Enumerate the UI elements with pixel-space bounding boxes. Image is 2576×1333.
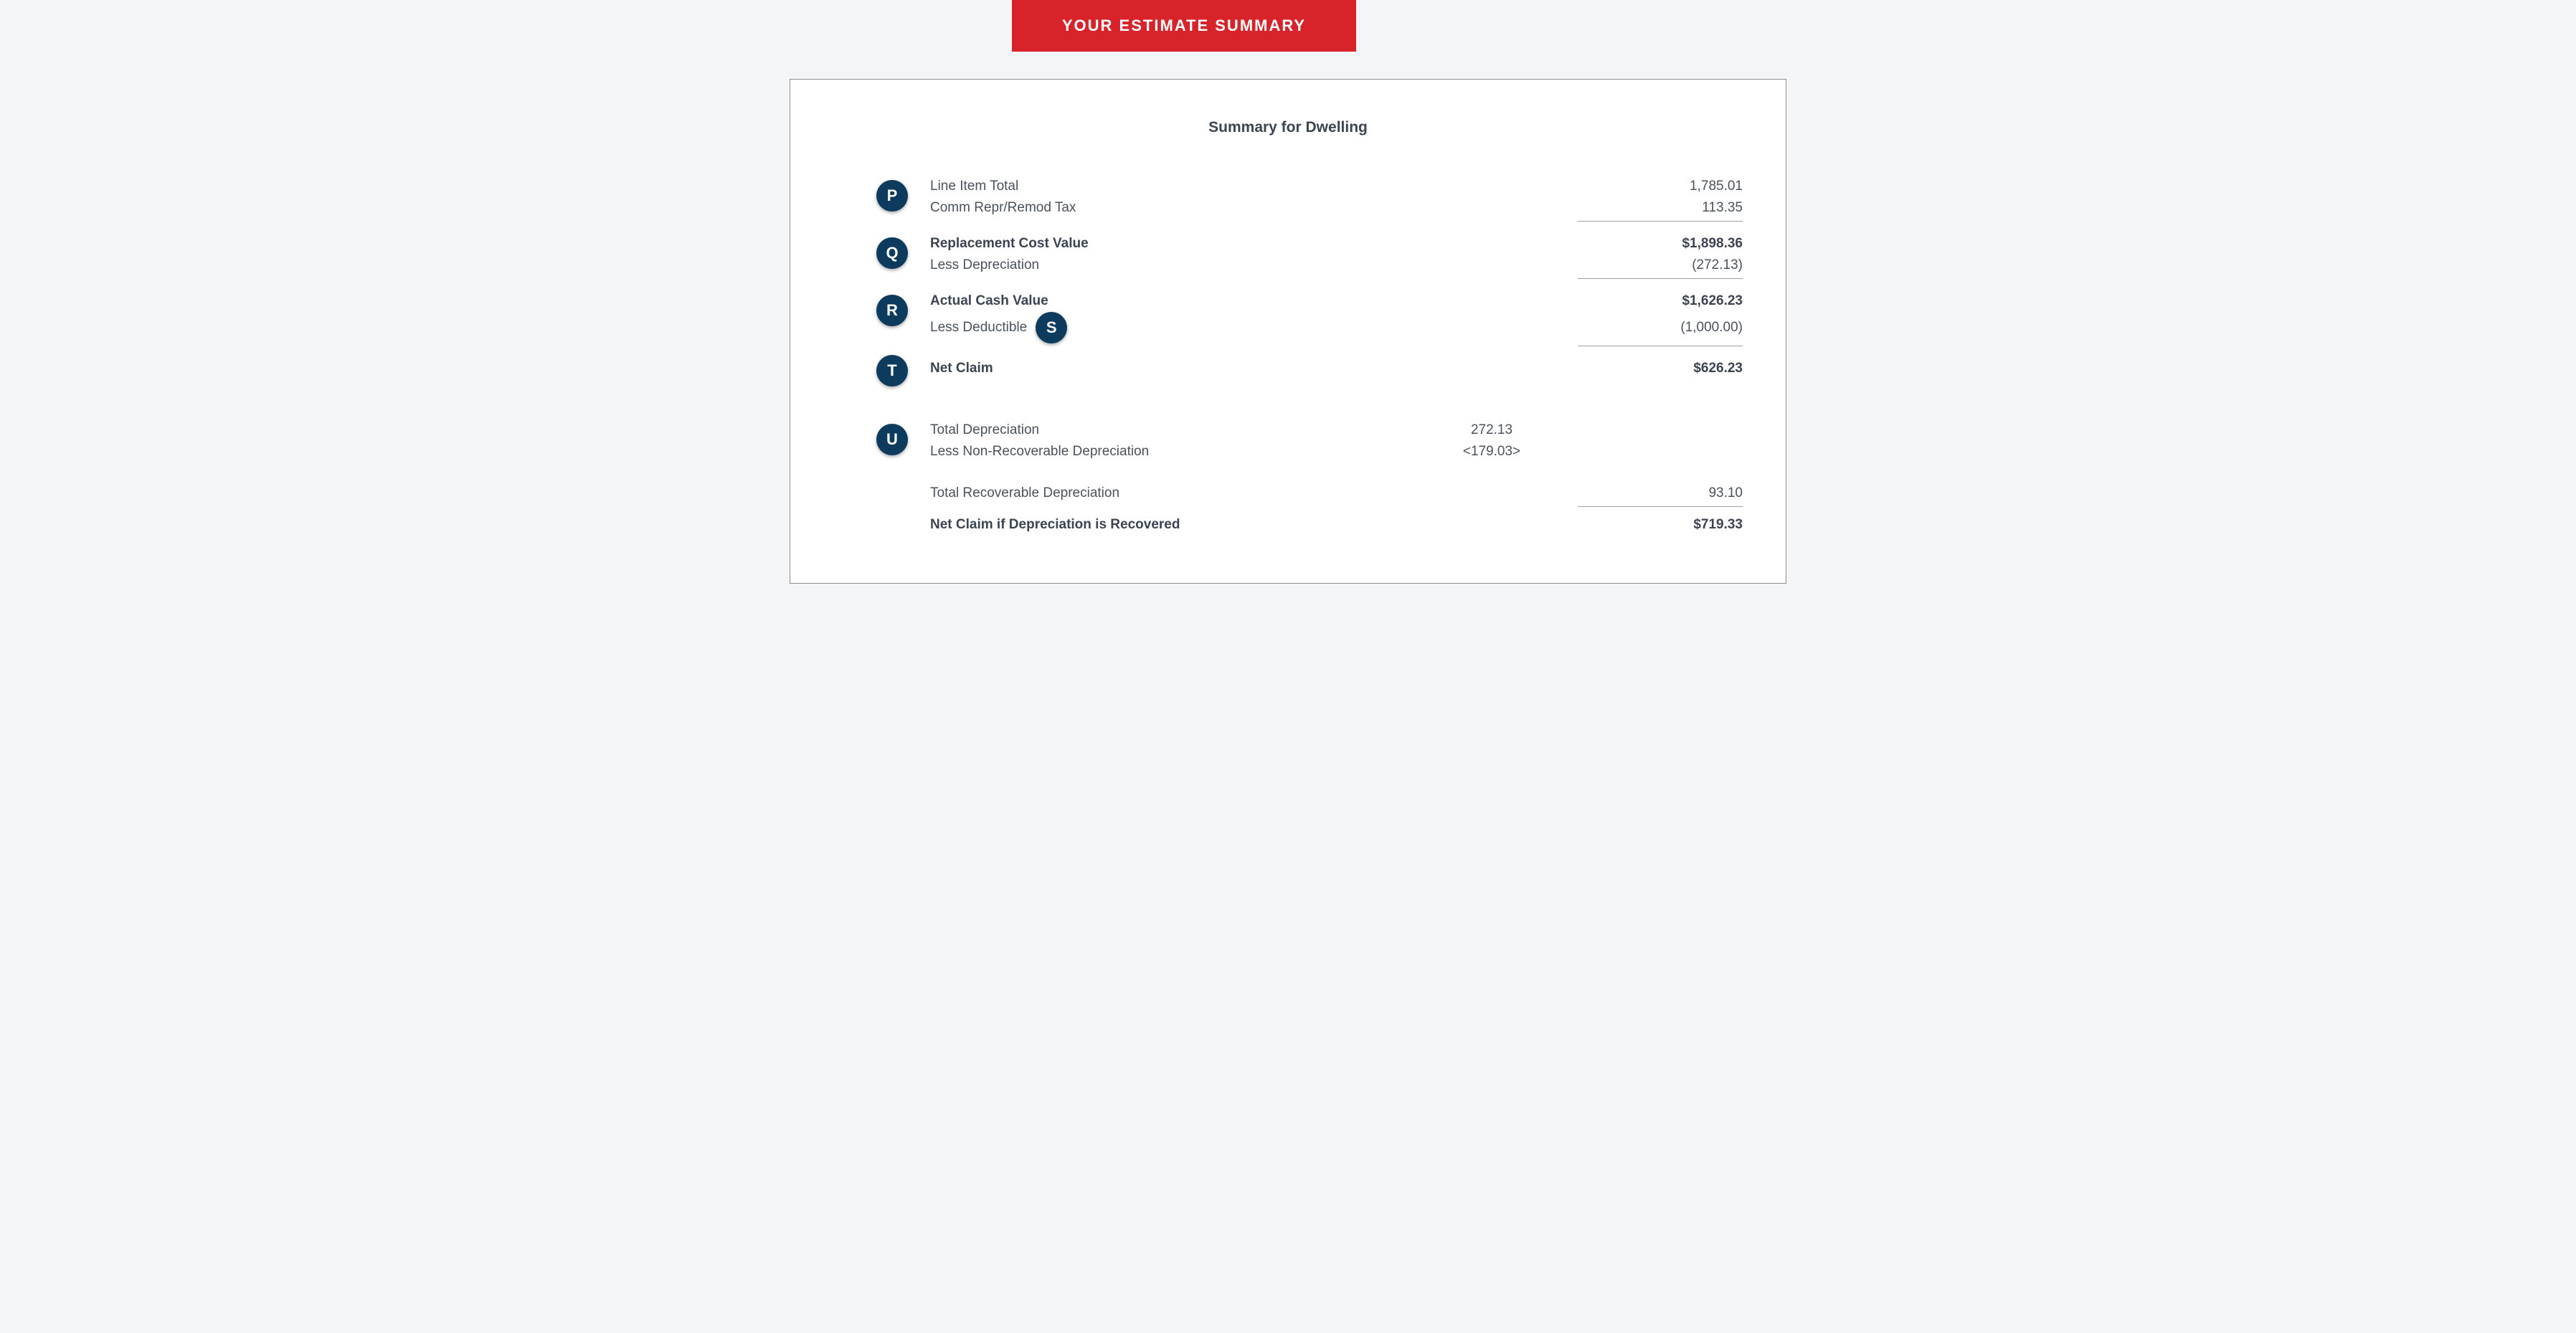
- group-t: T Net Claim $626.23: [833, 358, 1743, 379]
- label-line-item-total: Line Item Total: [930, 179, 1578, 194]
- estimate-summary-banner: YOUR ESTIMATE SUMMARY: [1012, 0, 1356, 52]
- rule: [1578, 221, 1743, 222]
- group-r: R Actual Cash Value $1,626.23 Less Deduc…: [833, 290, 1743, 354]
- value-less-non-recoverable: <179.03>: [1463, 444, 1520, 459]
- label-total-recoverable: Total Recoverable Depreciation: [930, 485, 1578, 501]
- value-less-depreciation: (272.13): [1692, 257, 1743, 272]
- label-net-claim-recovered: Net Claim if Depreciation is Recovered: [930, 517, 1578, 533]
- rule: [1578, 506, 1743, 507]
- row-line-item-total: P Line Item Total 1,785.01: [833, 176, 1743, 197]
- row-net-claim: T Net Claim $626.23: [833, 358, 1743, 379]
- value-net-claim: $626.23: [1693, 361, 1743, 376]
- summary-panel: Summary for Dwelling P Line Item Total 1…: [790, 79, 1786, 584]
- panel-title: Summary for Dwelling: [833, 119, 1743, 136]
- label-less-deductible-text: Less Deductible: [930, 320, 1027, 336]
- rule: [1578, 278, 1743, 279]
- label-replacement-cost: Replacement Cost Value: [930, 236, 1578, 252]
- value-total-recoverable: 93.10: [1708, 485, 1743, 501]
- value-replacement-cost: $1,898.36: [1682, 236, 1743, 251]
- page: YOUR ESTIMATE SUMMARY Summary for Dwelli…: [757, 0, 1819, 548]
- label-actual-cash-value: Actual Cash Value: [930, 293, 1578, 309]
- value-comm-tax: 113.35: [1702, 200, 1743, 215]
- row-less-non-recoverable: Less Non-Recoverable Depreciation <179.0…: [833, 441, 1743, 462]
- row-net-claim-recovered: Net Claim if Depreciation is Recovered $…: [833, 514, 1743, 536]
- group-p: P Line Item Total 1,785.01 Comm Repr/Rem…: [833, 176, 1743, 229]
- row-replacement-cost: Q Replacement Cost Value $1,898.36: [833, 233, 1743, 255]
- row-total-recoverable: Total Recoverable Depreciation 93.10: [833, 483, 1743, 504]
- label-less-deductible: Less Deductible S: [930, 312, 1578, 343]
- row-total-depreciation: U Total Depreciation 272.13: [833, 419, 1743, 441]
- badge-t: T: [876, 355, 908, 386]
- value-actual-cash-value: $1,626.23: [1682, 293, 1743, 308]
- group-u: U Total Depreciation 272.13 Less Non-Rec…: [833, 419, 1743, 462]
- row-less-depreciation: Less Depreciation (272.13): [833, 255, 1743, 276]
- row-comm-tax: Comm Repr/Remod Tax 113.35: [833, 197, 1743, 219]
- label-less-depreciation: Less Depreciation: [930, 257, 1578, 273]
- label-net-claim: Net Claim: [930, 361, 1578, 376]
- badge-s: S: [1036, 312, 1067, 343]
- row-less-deductible: Less Deductible S (1,000.00): [833, 312, 1743, 343]
- group-recoverable: Total Recoverable Depreciation 93.10 Net…: [833, 483, 1743, 536]
- value-line-item-total: 1,785.01: [1690, 179, 1743, 194]
- value-less-deductible: (1,000.00): [1680, 320, 1743, 335]
- value-total-depreciation: 272.13: [1471, 422, 1512, 437]
- label-comm-tax: Comm Repr/Remod Tax: [930, 200, 1578, 216]
- group-q: Q Replacement Cost Value $1,898.36 Less …: [833, 233, 1743, 286]
- value-net-claim-recovered: $719.33: [1693, 517, 1743, 532]
- row-actual-cash-value: R Actual Cash Value $1,626.23: [833, 290, 1743, 312]
- banner-title: YOUR ESTIMATE SUMMARY: [1062, 16, 1306, 35]
